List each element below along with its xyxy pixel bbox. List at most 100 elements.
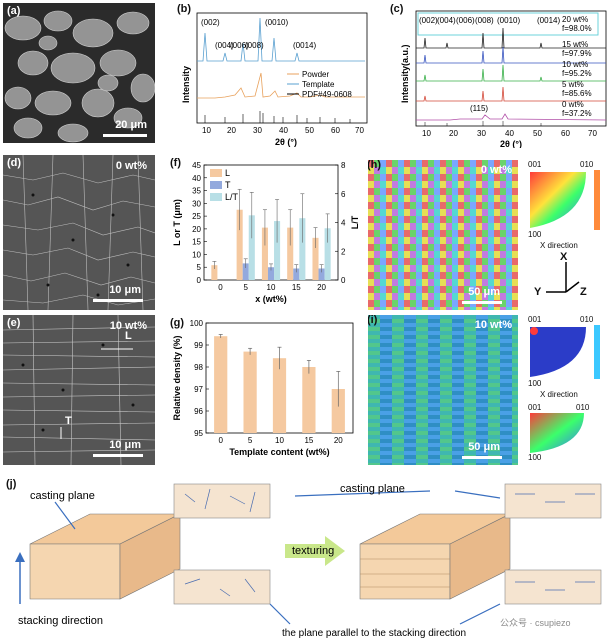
casting-plane-right: casting plane bbox=[340, 483, 405, 495]
series-label: 20 wt% bbox=[562, 15, 588, 24]
pdf-sticks bbox=[204, 111, 351, 123]
peak-008: (008) bbox=[475, 16, 494, 25]
series-f: f=85.6% bbox=[562, 89, 592, 98]
scale-bar-label: 10 μm bbox=[109, 439, 141, 451]
ipf-direction: X direction bbox=[540, 241, 578, 250]
y2-axis-label: L/T bbox=[350, 215, 360, 229]
legend-swatch bbox=[210, 193, 222, 201]
ipf-010: 010 bbox=[580, 160, 594, 169]
y-tick-label: 5 bbox=[197, 263, 202, 272]
composition-tag: 0 wt% bbox=[115, 160, 147, 172]
scale-bar bbox=[462, 456, 502, 459]
bar-density bbox=[214, 336, 228, 433]
y2-tick-label: 0 bbox=[341, 276, 346, 285]
peak-0010: (0010) bbox=[265, 18, 288, 27]
legend-template: Template bbox=[302, 80, 335, 89]
stacking-direction: stacking direction bbox=[18, 615, 103, 627]
scale-bar bbox=[462, 301, 502, 304]
panel-label: (g) bbox=[170, 317, 185, 329]
peak-006: (006) bbox=[456, 16, 475, 25]
x-tick: 40 bbox=[279, 126, 288, 135]
x-tick-label: 15 bbox=[292, 283, 301, 292]
panel-j-schematic: (j) casting plane casting plane bbox=[0, 474, 611, 642]
y-axis-label: Relative density (%) bbox=[172, 335, 182, 420]
series-f: f=97.9% bbox=[562, 49, 592, 58]
peak-002: (002) bbox=[201, 18, 220, 27]
bar-density bbox=[243, 351, 257, 433]
x-axis-label: 2θ (°) bbox=[500, 139, 522, 148]
legend-swatch bbox=[210, 181, 222, 189]
scale-bar-label: 10 μm bbox=[109, 284, 141, 296]
scale-bar-label: 50 μm bbox=[468, 441, 500, 453]
peak-002: (002) bbox=[419, 16, 438, 25]
ipf-direction: X direction bbox=[540, 390, 578, 399]
y-tick-label: 99 bbox=[194, 341, 203, 350]
bar-l bbox=[312, 237, 319, 280]
xrd-chart-c: (002) (004) (006) (008) (0010) (0014) (1… bbox=[400, 10, 607, 148]
legend-label: L/T bbox=[225, 192, 239, 202]
chart-f: 0 5 10 15 20 25 30 35 40 45 0 2 4 6 8 0 5 10 15 20 LT L/T x (w… bbox=[172, 161, 360, 304]
y-tick-label: 10 bbox=[192, 250, 201, 259]
color-key-triangle bbox=[530, 413, 584, 453]
y-tick-label: 98 bbox=[194, 363, 203, 372]
panel-label: (j) bbox=[6, 478, 17, 490]
peak-008: (008) bbox=[245, 41, 264, 50]
y2-tick-label: 2 bbox=[341, 247, 346, 256]
parallel-plane-label: the plane parallel to the stacking direc… bbox=[282, 628, 466, 639]
legend-label: L bbox=[225, 168, 230, 178]
series-f: f=98.0% bbox=[562, 24, 592, 33]
series-label: 15 wt% bbox=[562, 40, 588, 49]
bar-t bbox=[267, 267, 275, 280]
ebsd-map-i bbox=[368, 315, 518, 465]
y2-tick-label: 6 bbox=[341, 190, 346, 199]
x-tick: 70 bbox=[355, 126, 364, 135]
panel-label: (a) bbox=[7, 5, 21, 17]
bar-t bbox=[318, 268, 325, 280]
axes-triad bbox=[546, 262, 580, 293]
x-tick-label: 5 bbox=[248, 436, 253, 445]
watermark: 公众号 · csupiezo bbox=[500, 618, 571, 628]
series-labels: 20 wt% f=98.0% 15 wt% f=97.9% 10 wt% f=9… bbox=[562, 15, 592, 118]
xrd-chart-b: (002) (004) (006) (008) (0010) (0014) Po… bbox=[181, 12, 368, 147]
peak-004: (004) bbox=[215, 41, 234, 50]
x-tick-label: 10 bbox=[275, 436, 284, 445]
bar-l bbox=[211, 265, 218, 280]
y-tick-label: 96 bbox=[194, 407, 203, 416]
axis-x: X bbox=[560, 251, 568, 263]
panel-label: (b) bbox=[177, 3, 192, 15]
key-100: 100 bbox=[528, 453, 542, 462]
peak-0010: (0010) bbox=[497, 16, 520, 25]
x-axis-label: Template content (wt%) bbox=[229, 447, 329, 457]
bar-density bbox=[331, 389, 345, 433]
x-tick: 20 bbox=[449, 129, 458, 138]
series-f: f=37.2% bbox=[562, 109, 592, 118]
y2-tick-label: 8 bbox=[341, 161, 346, 170]
composition-tag: 10 wt% bbox=[109, 320, 147, 332]
textured-grains bbox=[3, 315, 155, 465]
legend-pdf: PDF#49-0608 bbox=[302, 90, 352, 99]
peak-0014: (0014) bbox=[293, 41, 316, 50]
x-tick-label: 0 bbox=[218, 283, 223, 292]
y-tick-label: 15 bbox=[192, 238, 201, 247]
length-marker: L bbox=[125, 330, 132, 342]
axis-y: Y bbox=[534, 286, 542, 298]
x-tick: 30 bbox=[477, 129, 486, 138]
bar-density bbox=[302, 367, 316, 433]
x-tick-label: 5 bbox=[243, 283, 248, 292]
x-tick-label: 10 bbox=[267, 283, 276, 292]
key-001: 001 bbox=[528, 403, 542, 412]
ipf-100: 100 bbox=[528, 230, 542, 239]
panel-c-xrd: (002) (004) (006) (008) (0010) (0014) (1… bbox=[390, 3, 610, 148]
bar-t bbox=[242, 263, 249, 280]
legend-label: T bbox=[225, 180, 231, 190]
scale-bar-label: 50 μm bbox=[468, 286, 500, 298]
bar-l bbox=[287, 227, 294, 280]
y2-tick-label: 4 bbox=[341, 219, 346, 228]
x-tick-label: 15 bbox=[304, 436, 313, 445]
y-tick-label: 20 bbox=[192, 225, 201, 234]
peak-115: (115) bbox=[470, 104, 488, 113]
series-f: f=95.2% bbox=[562, 69, 592, 78]
x-tick: 40 bbox=[505, 129, 514, 138]
chart-g: 95 96 97 98 99 100 0 5 10 15 20 Template content (w… bbox=[172, 319, 354, 457]
bar-l bbox=[236, 209, 243, 280]
